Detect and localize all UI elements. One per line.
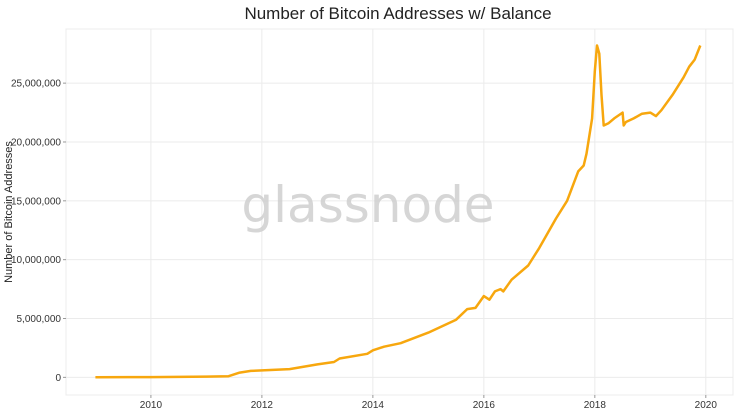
plot-border — [65, 28, 734, 396]
y-axis-label: Number of Bitcoin Addresses — [3, 141, 15, 283]
x-tick-label: 2020 — [695, 400, 718, 411]
y-tick-label: 20,000,000 — [11, 137, 61, 148]
y-tick-label: 5,000,000 — [17, 314, 62, 325]
x-tick-label: 2012 — [251, 400, 274, 411]
y-tick-label: 25,000,000 — [11, 79, 61, 90]
x-tick-label: 2010 — [140, 400, 163, 411]
series-line — [95, 44, 702, 379]
y-tick-label: 0 — [55, 373, 61, 384]
x-tick-label: 2016 — [473, 400, 496, 411]
x-tick-label: 2014 — [362, 400, 385, 411]
y-tick-label: 10,000,000 — [11, 255, 61, 266]
chart-title: Number of Bitcoin Addresses w/ Balance — [244, 4, 551, 23]
x-tick-label: 2018 — [584, 400, 607, 411]
y-tick-label: 15,000,000 — [11, 196, 61, 207]
watermark: glassnode — [241, 176, 494, 234]
